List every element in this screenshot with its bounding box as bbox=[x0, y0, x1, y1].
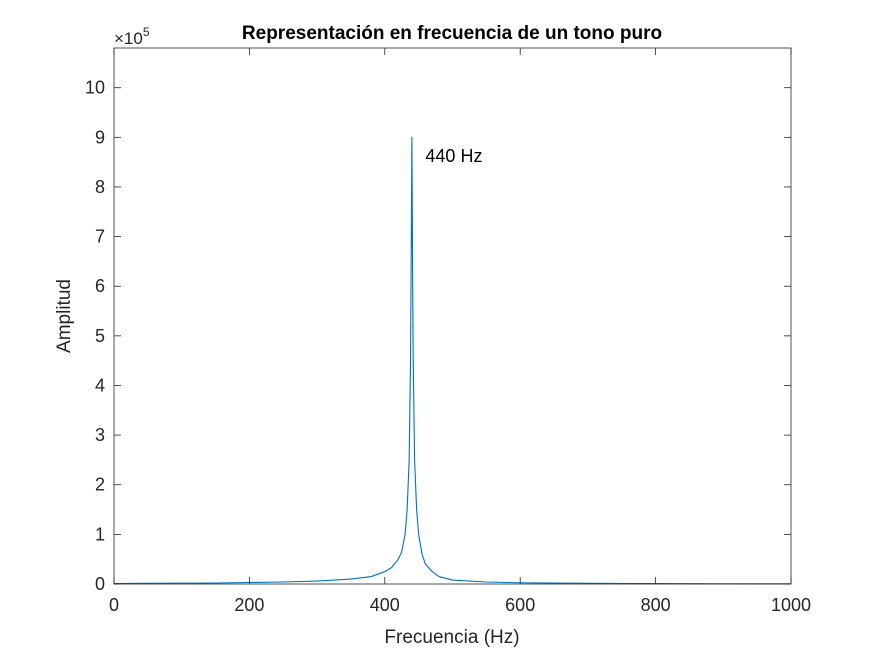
y-axis-multiplier: ×105 bbox=[114, 25, 150, 48]
y-tick-label: 10 bbox=[85, 78, 105, 98]
y-tick-label: 0 bbox=[95, 574, 105, 594]
y-tick-label: 6 bbox=[95, 276, 105, 296]
y-tick-label: 1 bbox=[95, 524, 105, 544]
series-layer bbox=[113, 136, 792, 585]
peak-annotation: 440 Hz bbox=[425, 146, 482, 166]
y-tick-label: 8 bbox=[95, 177, 105, 197]
y-tick-label: 3 bbox=[95, 425, 105, 445]
chart-title: Representación en frecuencia de un tono … bbox=[242, 23, 662, 44]
y-tick-label: 4 bbox=[95, 375, 105, 395]
y-tick-label: 9 bbox=[95, 127, 105, 147]
x-axis-label: Frecuencia (Hz) bbox=[384, 627, 519, 648]
axes-box bbox=[113, 47, 792, 585]
y-tick-label: 2 bbox=[95, 475, 105, 495]
y-axis-label: Amplitud bbox=[54, 279, 75, 353]
x-tick-label: 400 bbox=[370, 595, 400, 615]
x-tick-label: 0 bbox=[109, 595, 119, 615]
series-line bbox=[113, 136, 792, 585]
plot-area bbox=[114, 48, 791, 584]
x-tick-label: 1000 bbox=[771, 595, 811, 615]
y-tick-label: 5 bbox=[95, 326, 105, 346]
y-tick-label: 7 bbox=[95, 227, 105, 247]
x-tick-label: 600 bbox=[505, 595, 535, 615]
x-tick-label: 800 bbox=[641, 595, 671, 615]
x-tick-label: 200 bbox=[234, 595, 264, 615]
